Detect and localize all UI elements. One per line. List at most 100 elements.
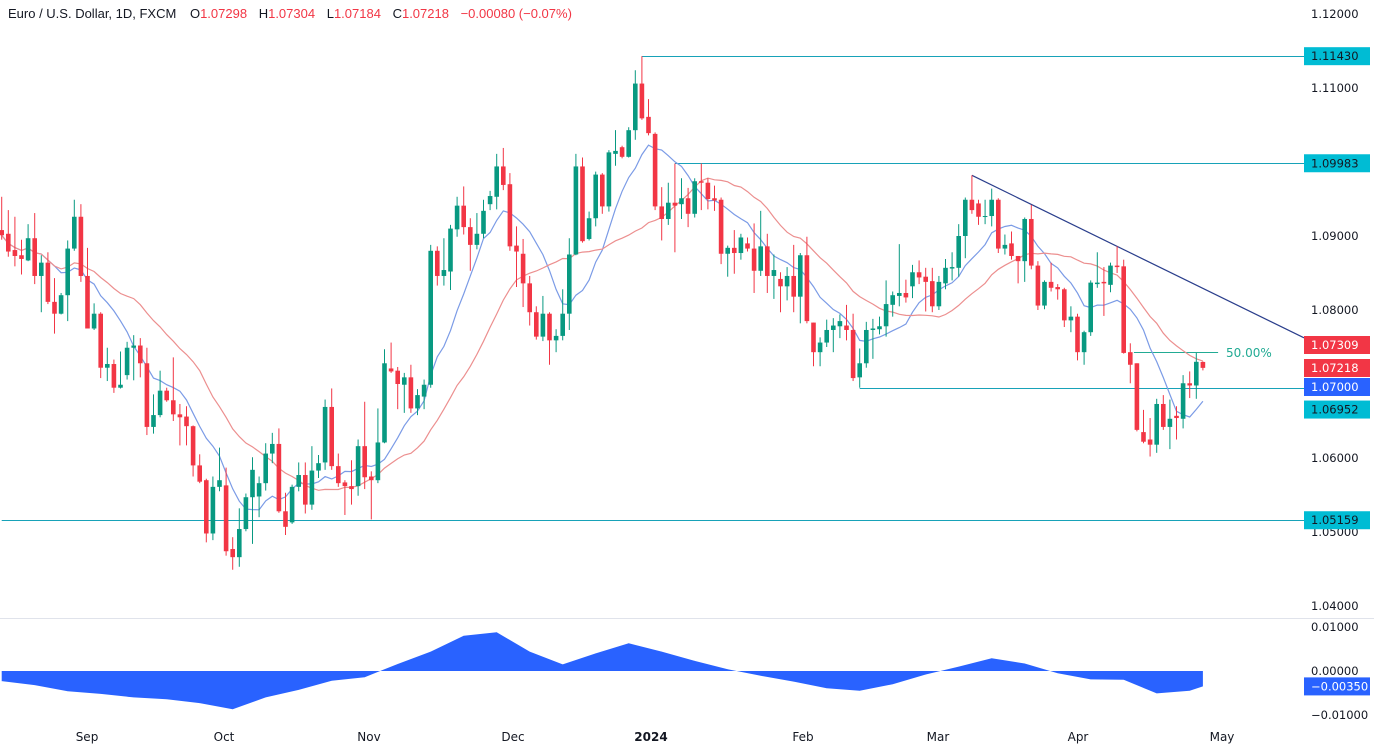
price-axis[interactable]: 1.120001.110001.090001.080001.060001.050… <box>1304 7 1370 722</box>
candle <box>58 292 64 315</box>
candle-body <box>237 529 242 558</box>
candle-body <box>454 205 460 230</box>
candle-body <box>520 253 526 284</box>
candle <box>956 224 961 277</box>
candle <box>263 443 268 491</box>
candle <box>1029 204 1034 270</box>
candle <box>547 312 552 365</box>
candle <box>124 341 130 380</box>
candle-body <box>745 243 750 249</box>
candle-body <box>540 313 546 337</box>
x-tick-label: Feb <box>792 730 813 744</box>
candle <box>289 484 295 524</box>
candle <box>1180 375 1186 429</box>
candle-body <box>52 301 57 314</box>
candle-body <box>514 245 519 252</box>
candle <box>461 186 466 235</box>
candle-body <box>824 329 829 343</box>
candle <box>864 321 869 368</box>
candle <box>441 238 447 286</box>
candle-body <box>197 465 202 482</box>
candle-body <box>1042 281 1047 306</box>
candle-body <box>171 400 176 415</box>
candle-body <box>1167 418 1173 427</box>
candle-body <box>296 475 301 487</box>
level-price-label-bg <box>1304 47 1370 66</box>
candle-body <box>468 227 473 245</box>
candle-body <box>712 198 717 201</box>
y-tick-label: 1.09000 <box>1311 229 1359 243</box>
candle <box>725 245 730 277</box>
candle <box>329 388 334 470</box>
candle <box>0 196 4 240</box>
candle-body <box>679 198 684 205</box>
candle <box>19 239 24 275</box>
close-value: 1.07218 <box>401 6 449 21</box>
candle-body <box>791 275 796 297</box>
candle <box>811 322 816 367</box>
candle <box>586 211 592 241</box>
candle-body <box>1015 255 1021 262</box>
candle-body <box>666 202 671 219</box>
candle-body <box>415 395 420 409</box>
candle <box>936 275 942 310</box>
time-axis[interactable]: Sep Oct Nov Dec 2024 Feb Mar Apr May <box>76 730 1235 744</box>
candle <box>428 244 433 388</box>
x-tick-label: Nov <box>357 730 380 744</box>
candle-body <box>949 267 955 269</box>
candle-body <box>1121 266 1126 353</box>
candle <box>943 258 948 290</box>
candle-body <box>751 248 757 271</box>
candle-body <box>870 328 876 330</box>
candle-body <box>593 174 598 219</box>
candle <box>553 329 559 353</box>
candle-body <box>19 255 24 259</box>
osc-y-tick-label: 0.00000 <box>1311 664 1359 678</box>
level-price-label-text: 1.06952 <box>1311 403 1359 417</box>
candle-body <box>738 237 744 254</box>
candle <box>1101 267 1107 316</box>
candle <box>738 233 744 260</box>
candle <box>1108 262 1113 293</box>
candle-body <box>441 270 447 276</box>
candle-body <box>758 246 763 271</box>
candle-body <box>45 262 51 302</box>
symbol-title[interactable]: Euro / U.S. Dollar, 1D, FXCM <box>8 6 177 21</box>
candle-body <box>1180 383 1186 419</box>
candle <box>613 130 618 166</box>
moving-average-9 <box>1 144 1204 511</box>
candle-body <box>65 248 70 296</box>
candle-body <box>243 497 249 530</box>
candle <box>540 295 546 342</box>
candle <box>1042 280 1047 310</box>
candle <box>468 218 473 271</box>
candle-body <box>1081 332 1087 353</box>
candle-body <box>1174 415 1179 419</box>
candle-body <box>58 295 64 314</box>
candle-body <box>699 181 704 183</box>
candle-body <box>151 415 156 427</box>
candle <box>817 337 823 367</box>
price-label-bg <box>1304 378 1370 396</box>
candle-body <box>369 476 374 481</box>
level-price-label-text: 1.09983 <box>1311 156 1359 170</box>
trend-line <box>971 174 1305 339</box>
candle-body <box>190 426 196 466</box>
candle <box>850 313 856 382</box>
candle <box>1002 234 1008 255</box>
candle-body <box>78 216 84 276</box>
candle <box>375 408 381 484</box>
candle-body <box>388 368 394 372</box>
candle-body <box>1194 361 1199 386</box>
candle <box>402 372 407 413</box>
candle-body <box>996 199 1001 249</box>
candle-body <box>685 198 691 214</box>
candle-body <box>567 254 572 314</box>
candle <box>758 210 763 276</box>
candle <box>890 291 895 317</box>
price-label: 1.07000 <box>1304 378 1370 396</box>
price-label-bg <box>1304 359 1370 377</box>
candle-body <box>1068 316 1074 321</box>
x-tick-label: Dec <box>501 730 524 744</box>
